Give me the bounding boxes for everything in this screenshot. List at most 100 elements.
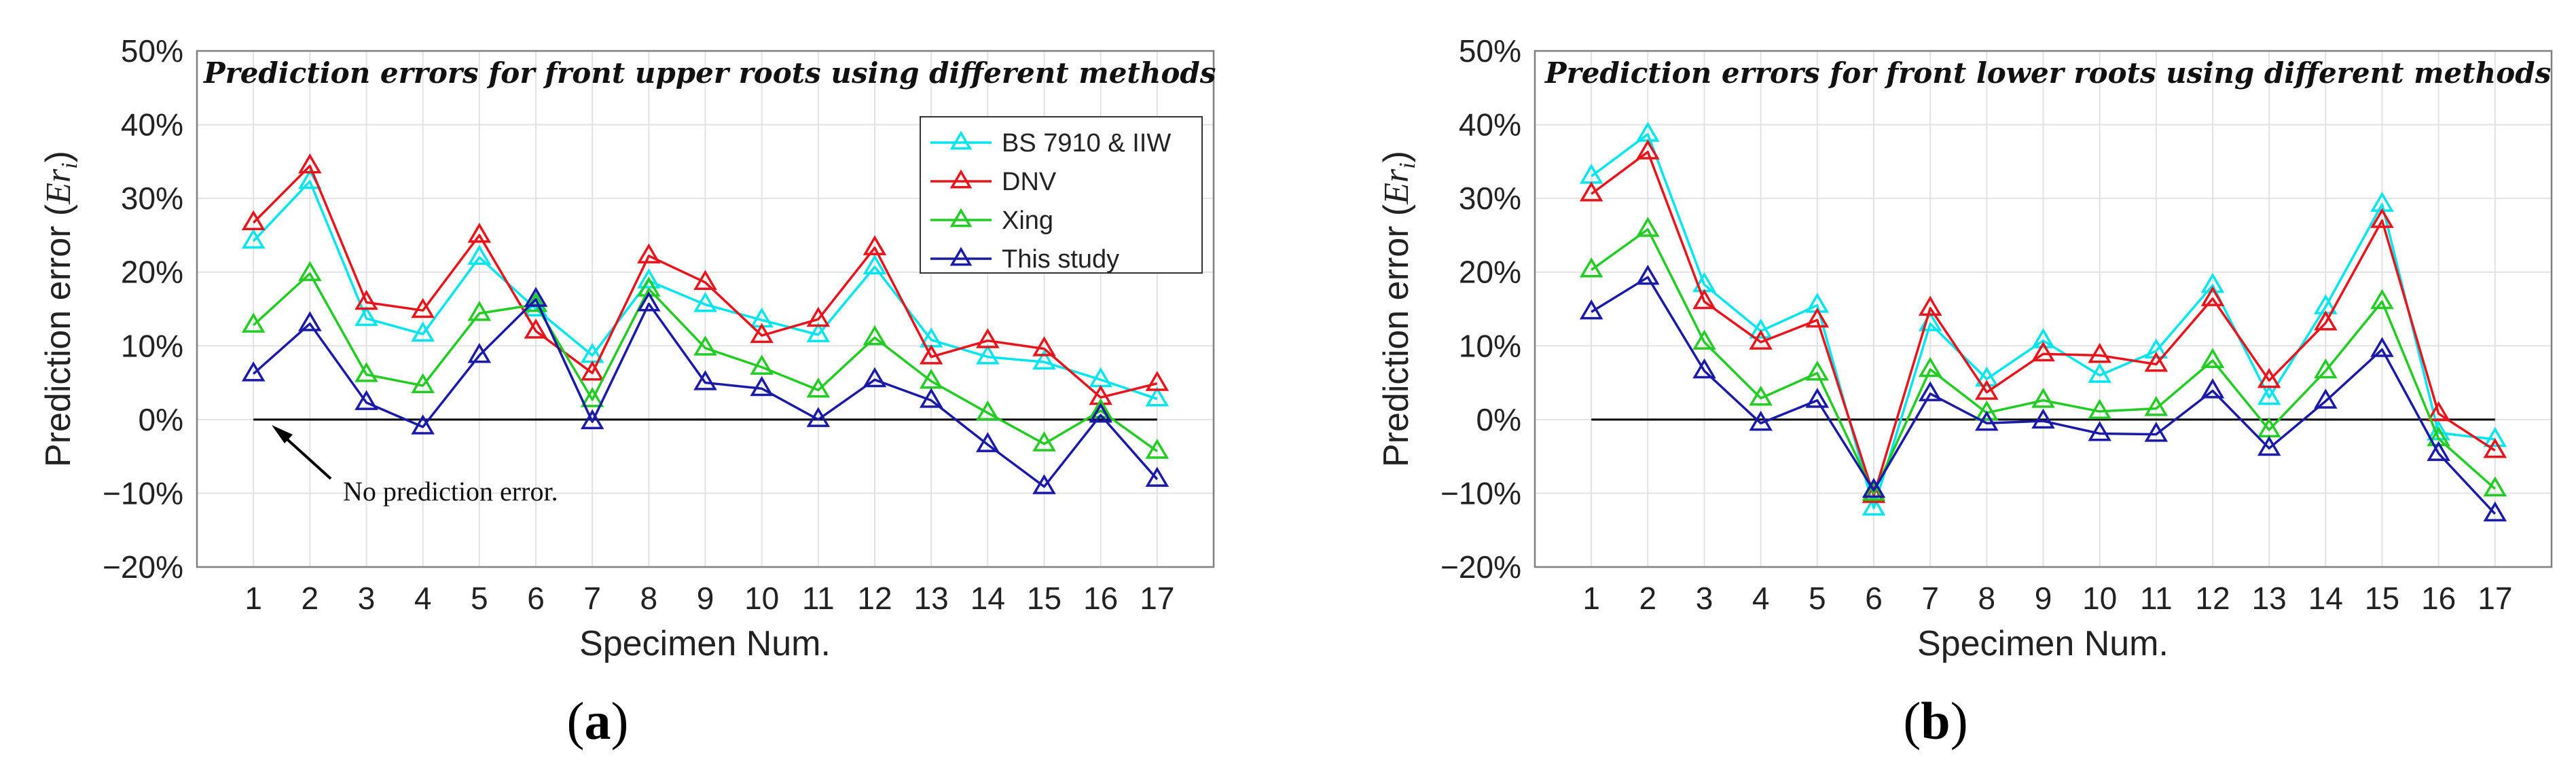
data-point-dnv	[806, 306, 831, 327]
data-point-bs-7910-iiw	[976, 344, 1000, 365]
data-point-bs-7910-iiw	[411, 321, 435, 342]
data-point-bs-7910-iiw	[2257, 384, 2281, 405]
data-point-dnv	[2427, 401, 2450, 422]
data-point-dnv	[1145, 371, 1169, 391]
annotation-text: No prediction error.	[343, 476, 558, 507]
data-point-dnv	[580, 360, 604, 381]
x-tick-label: 14	[970, 581, 1005, 616]
y-axis-label: Prediction error (Eri)	[39, 151, 82, 467]
y-tick-label: 50%	[121, 33, 183, 69]
data-point-dnv	[1975, 380, 1999, 400]
chart-title: Prediction errors for front upper roots …	[203, 56, 1216, 90]
x-tick-label: 15	[2365, 581, 2399, 616]
data-point-this-study	[976, 432, 1000, 452]
data-point-xing	[2314, 358, 2338, 379]
legend-label-this-study: This study	[1002, 245, 1119, 274]
y-tick-label: 0%	[1476, 402, 1521, 437]
data-point-dnv	[2314, 310, 2338, 331]
data-point-this-study	[580, 409, 604, 430]
data-point-xing	[2200, 348, 2225, 369]
y-tick-label: 10%	[121, 328, 183, 363]
data-point-dnv	[2088, 342, 2111, 363]
x-tick-label: 6	[1865, 581, 1883, 616]
data-point-dnv	[2200, 286, 2225, 306]
data-point-dnv	[298, 153, 322, 174]
data-point-xing	[919, 368, 943, 389]
data-point-dnv	[411, 297, 435, 318]
series-line-this-study	[1591, 276, 2497, 515]
x-tick-label: 10	[744, 581, 779, 616]
x-tick-label: 12	[857, 581, 892, 616]
y-tick-label: 40%	[1459, 107, 1521, 143]
data-point-this-study	[298, 311, 322, 331]
data-point-xing	[806, 377, 831, 398]
data-point-bs-7910-iiw	[1032, 349, 1056, 370]
y-tick-label: 20%	[121, 255, 183, 290]
data-point-dnv	[2483, 437, 2507, 458]
data-point-bs-7910-iiw	[1749, 318, 1773, 339]
data-point-xing	[2483, 476, 2507, 496]
data-point-dnv	[2370, 208, 2394, 228]
data-point-xing	[355, 362, 378, 382]
y-axis-label: Prediction error (Eri)	[1377, 151, 1420, 467]
x-tick-label: 1	[244, 581, 262, 616]
data-point-this-study	[1749, 410, 1773, 431]
x-tick-label: 9	[2035, 581, 2052, 616]
y-tick-label: −10%	[1440, 475, 1521, 511]
data-point-xing	[2144, 396, 2169, 416]
data-point-xing	[2370, 289, 2394, 310]
data-point-this-study	[1975, 410, 1999, 431]
data-point-dnv	[2031, 341, 2055, 362]
data-point-xing	[863, 325, 887, 346]
y-tick-labels: −20% −10% 0% 10% 20% 30% 40% 50%	[1440, 33, 1521, 585]
data-point-bs-7910-iiw	[637, 268, 661, 289]
annotation-arrow	[272, 425, 332, 480]
data-point-dnv	[467, 222, 492, 243]
data-point-this-study	[1032, 474, 1056, 494]
legend-label-xing: Xing	[1002, 206, 1053, 235]
x-tick-label: 3	[1696, 581, 1713, 616]
data-point-dnv	[919, 344, 943, 365]
data-point-dnv	[976, 328, 1000, 348]
data-point-this-study	[919, 388, 943, 408]
x-tick-label: 4	[1752, 581, 1770, 616]
data-point-xing	[467, 301, 492, 321]
data-point-xing	[693, 335, 717, 356]
legend-marker-dnv	[949, 169, 973, 189]
x-tick-label: 11	[2140, 581, 2173, 616]
x-tick-label: 3	[358, 581, 376, 616]
data-point-bs-7910-iiw	[806, 322, 831, 343]
data-point-xing	[241, 312, 266, 333]
data-point-this-study	[2257, 435, 2281, 456]
data-point-bs-7910-iiw	[1862, 495, 1886, 516]
y-tick-label: 30%	[1459, 181, 1521, 216]
data-point-this-study	[637, 291, 661, 312]
data-point-xing	[1862, 480, 1886, 501]
x-tick-label: 9	[697, 581, 714, 616]
data-point-xing	[1145, 439, 1169, 459]
y-tick-label: 10%	[1459, 328, 1521, 363]
x-tick-label: 17	[1140, 581, 1174, 616]
x-tick-label: 2	[1639, 581, 1657, 616]
data-point-dnv	[1692, 289, 1716, 310]
data-point-xing	[1636, 217, 1660, 237]
legend-label-dnv: DNV	[1002, 168, 1057, 196]
data-point-this-study	[1145, 467, 1169, 487]
data-point-dnv	[1805, 307, 1830, 328]
x-tick-label: 5	[471, 581, 488, 616]
data-point-this-study	[355, 390, 378, 410]
series-line-xing	[1591, 227, 2496, 495]
data-point-bs-7910-iiw	[1975, 366, 1999, 387]
data-point-dnv	[524, 318, 548, 339]
x-tick-labels: 1 2 3 4 5 6 7 8 9 10 11 12 13 14 15 16 17	[244, 581, 1174, 616]
y-tick-label: 40%	[121, 107, 183, 143]
data-point-xing	[1975, 400, 1999, 421]
panel-label: (b)	[1903, 691, 1967, 750]
data-point-xing	[1692, 329, 1716, 350]
x-tick-label: 11	[802, 581, 835, 616]
data-point-this-study	[2200, 378, 2225, 399]
y-tick-label: 0%	[139, 402, 183, 437]
data-point-bs-7910-iiw	[2200, 272, 2225, 293]
data-point-xing	[2088, 399, 2111, 419]
y-tick-labels: −20% −10% 0% 10% 20% 30% 40% 50%	[103, 33, 183, 585]
